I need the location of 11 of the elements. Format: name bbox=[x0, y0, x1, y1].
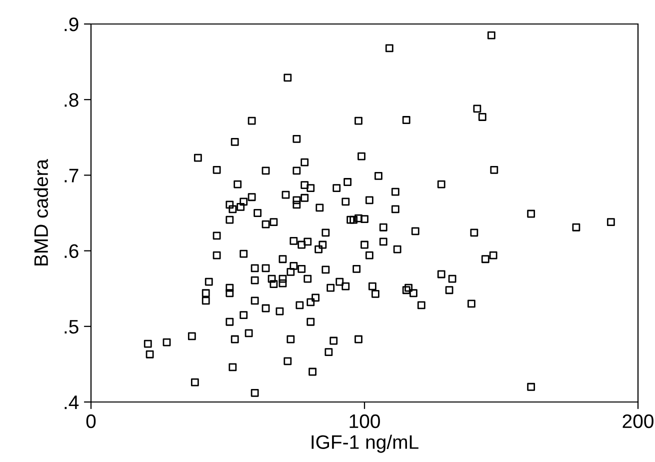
x-tick-label: 100 bbox=[350, 414, 380, 428]
y-tick-label: .5 bbox=[64, 320, 78, 334]
y-tick-label: .8 bbox=[64, 93, 78, 107]
y-tick-label: .7 bbox=[64, 168, 78, 182]
y-axis-title: BMD cadera bbox=[34, 158, 48, 266]
x-tick-label: 200 bbox=[622, 414, 654, 428]
x-axis-title: IGF-1 ng/mL bbox=[312, 434, 418, 453]
y-tick-label: .9 bbox=[64, 17, 78, 32]
x-tick-label: 0 bbox=[86, 414, 96, 428]
y-tick-label: .6 bbox=[64, 244, 78, 258]
y-tick-label: .4 bbox=[64, 396, 79, 410]
